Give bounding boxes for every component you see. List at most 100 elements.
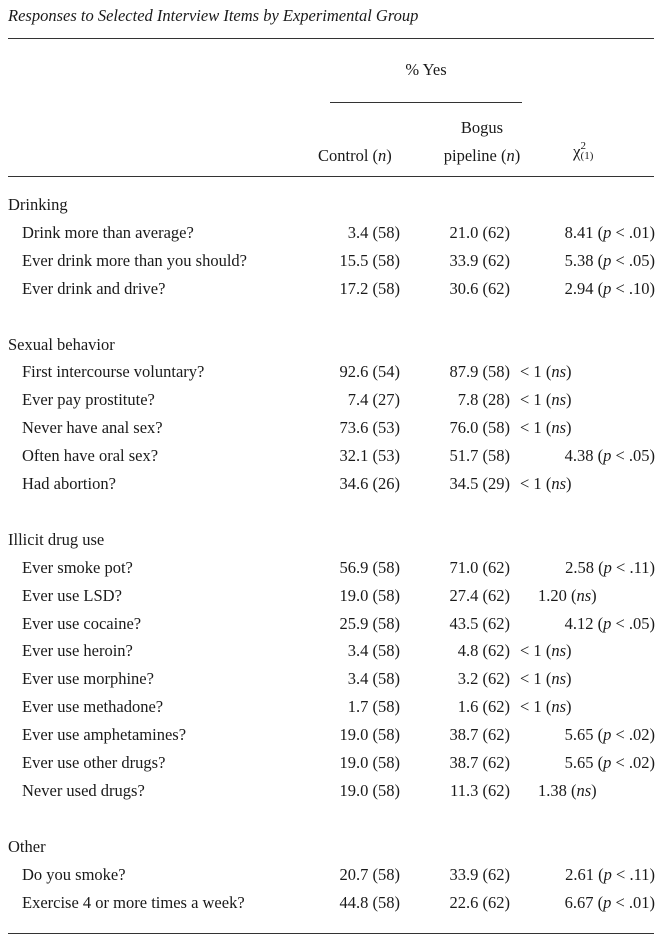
section-heading: Other [0, 837, 662, 861]
item-label: Had abortion? [22, 474, 116, 493]
item-label: Ever use amphetamines? [22, 725, 187, 745]
item-label: Often have oral sex? [22, 446, 159, 466]
bogus-pipeline-value: 76.0 (58) [449, 418, 511, 438]
item-label: Ever smoke pot? [22, 557, 133, 577]
table-row: Do you smoke? 20.7 (58) 33.9 (62) 2.61 (p <… [0, 865, 662, 889]
control-value: 1.7 (58) [347, 697, 400, 717]
control-value: 3.4 (58) [347, 222, 400, 242]
header-yes: % Yes [405, 60, 447, 79]
control-value: 7.4 (27) [347, 390, 400, 410]
chi-square-value: 4.12 (p < .05) [564, 613, 655, 633]
table-row: Ever smoke pot? 56.9 (58) 71.0 (62) 2.58 (p… [0, 558, 662, 582]
chi-square-value: 2.58 (p < .11) [565, 557, 655, 577]
section-label: Other [8, 836, 46, 856]
chi-square-value: 1.20 (ns) [538, 585, 597, 605]
control-value: 92.6 (54) [339, 362, 401, 382]
header-bogus-line2: pipeline (n) [443, 146, 521, 165]
header-sub-rule [330, 102, 522, 103]
table-title: Responses to Selected Interview Items by… [8, 6, 419, 25]
chi-square-value: 4.38 (p < .05) [564, 446, 655, 466]
bogus-pipeline-value: 34.5 (29) [449, 474, 511, 493]
table-row: Ever use morphine? 3.4 (58) 3.2 (62) < 1 (n… [0, 669, 662, 693]
chi-square-value: 5.65 (p < .02) [564, 753, 655, 772]
item-label: Ever pay prostitute? [22, 390, 155, 410]
item-label: Ever drink and drive? [22, 278, 166, 298]
table-row: Never used drugs? 19.0 (58) 11.3 (62) 1.38 … [0, 781, 662, 805]
item-label: Ever use heroin? [22, 641, 133, 661]
control-value: 3.4 (58) [347, 641, 400, 661]
chi-square-value: 2.94 (p < .10) [564, 278, 655, 298]
control-value: 20.7 (58) [339, 864, 401, 884]
chi-square-value: 6.67 (p < .01) [564, 892, 655, 912]
table-row: Often have oral sex? 32.1 (53) 51.7 (58) 4.… [0, 446, 662, 470]
table-row: Ever drink and drive? 17.2 (58) 30.6 (62) 2… [0, 279, 662, 303]
control-value: 73.6 (53) [339, 418, 401, 438]
chi-square-value: < 1 (ns) [520, 418, 572, 438]
bogus-pipeline-value: 71.0 (62) [449, 557, 511, 577]
bogus-pipeline-value: 33.9 (62) [449, 250, 511, 270]
bogus-pipeline-value: 87.9 (58) [449, 362, 511, 382]
section-heading: Sexual behavior [0, 335, 662, 359]
bogus-pipeline-value: 38.7 (62) [449, 753, 511, 772]
table-row: Never have anal sex? 73.6 (53) 76.0 (58) < … [0, 418, 662, 442]
bogus-pipeline-value: 3.2 (62) [457, 669, 510, 689]
control-value: 17.2 (58) [339, 278, 401, 298]
section-label: Sexual behavior [8, 334, 115, 354]
top-rule [8, 38, 654, 39]
control-value: 25.9 (58) [339, 613, 401, 633]
item-label: First intercourse voluntary? [22, 362, 205, 382]
chi-square-value: 8.41 (p < .01) [564, 222, 655, 242]
control-value: 32.1 (53) [339, 446, 401, 466]
bogus-pipeline-value: 21.0 (62) [449, 222, 511, 242]
table-row: Ever use cocaine? 25.9 (58) 43.5 (62) 4.12 … [0, 614, 662, 638]
bogus-pipeline-value: 7.8 (28) [457, 390, 510, 410]
control-value: 3.4 (58) [347, 669, 400, 689]
chi-sub: (1) [580, 150, 594, 162]
header-chi-square: χ 2 (1) [573, 141, 593, 162]
control-value: 19.0 (58) [339, 780, 401, 800]
chi-square-value: 2.61 (p < .11) [565, 864, 655, 884]
item-label: Drink more than average? [22, 222, 194, 242]
item-label: Never have anal sex? [22, 418, 163, 438]
chi-square-value: < 1 (ns) [520, 390, 572, 410]
table-row: Exercise 4 or more times a week? 44.8 (58… [0, 893, 662, 917]
bogus-pipeline-value: 1.6 (62) [457, 697, 510, 717]
bogus-pipeline-value: 51.7 (58) [449, 446, 511, 466]
control-value: 56.9 (58) [339, 557, 401, 577]
chi-square-value: < 1 (ns) [520, 362, 572, 382]
table-row: Ever use heroin? 3.4 (58) 4.8 (62) < 1 (ns) [0, 641, 662, 665]
item-label: Ever use methadone? [22, 697, 164, 717]
control-value: 34.6 (26) [339, 474, 401, 493]
bogus-pipeline-value: 27.4 (62) [449, 585, 511, 605]
bogus-pipeline-value: 4.8 (62) [457, 641, 510, 661]
item-label: Ever use LSD? [22, 585, 122, 605]
table-row: Ever pay prostitute? 7.4 (27) 7.8 (28) < 1 … [0, 390, 662, 414]
control-value: 19.0 (58) [339, 753, 401, 772]
header-rule [8, 176, 654, 177]
chi-symbol: χ [573, 142, 581, 161]
control-value: 44.8 (58) [339, 892, 401, 912]
item-label: Ever drink more than you should? [22, 250, 247, 270]
bogus-pipeline-value: 43.5 (62) [449, 613, 511, 633]
item-label: Exercise 4 or more times a week? [22, 892, 245, 912]
table-row: Had abortion? 34.6 (26) 34.5 (29) < 1 (ns) [0, 474, 662, 498]
control-value: 19.0 (58) [339, 585, 401, 605]
chi-square-value: < 1 (ns) [520, 669, 572, 689]
header-bogus-line1: Bogus [460, 118, 504, 137]
bogus-pipeline-value: 38.7 (62) [449, 725, 511, 745]
table-row: Ever drink more than you should? 15.5 (58… [0, 251, 662, 275]
chi-sup: 2 [580, 140, 587, 152]
control-value: 15.5 (58) [339, 250, 401, 270]
chi-square-value: < 1 (ns) [520, 641, 572, 661]
table-row: First intercourse voluntary? 92.6 (54) 87.… [0, 362, 662, 386]
control-value: 19.0 (58) [339, 725, 401, 745]
section-label: Illicit drug use [8, 529, 105, 549]
table-row: Drink more than average? 3.4 (58) 21.0 (62… [0, 223, 662, 247]
chi-square-value: < 1 (ns) [520, 697, 572, 717]
chi-square-value: 5.38 (p < .05) [564, 250, 655, 270]
chi-square-value: 5.65 (p < .02) [564, 725, 655, 745]
item-label: Ever use morphine? [22, 669, 154, 689]
bogus-pipeline-value: 11.3 (62) [450, 780, 510, 800]
item-label: Ever use other drugs? [22, 753, 166, 772]
section-label: Drinking [8, 195, 68, 214]
